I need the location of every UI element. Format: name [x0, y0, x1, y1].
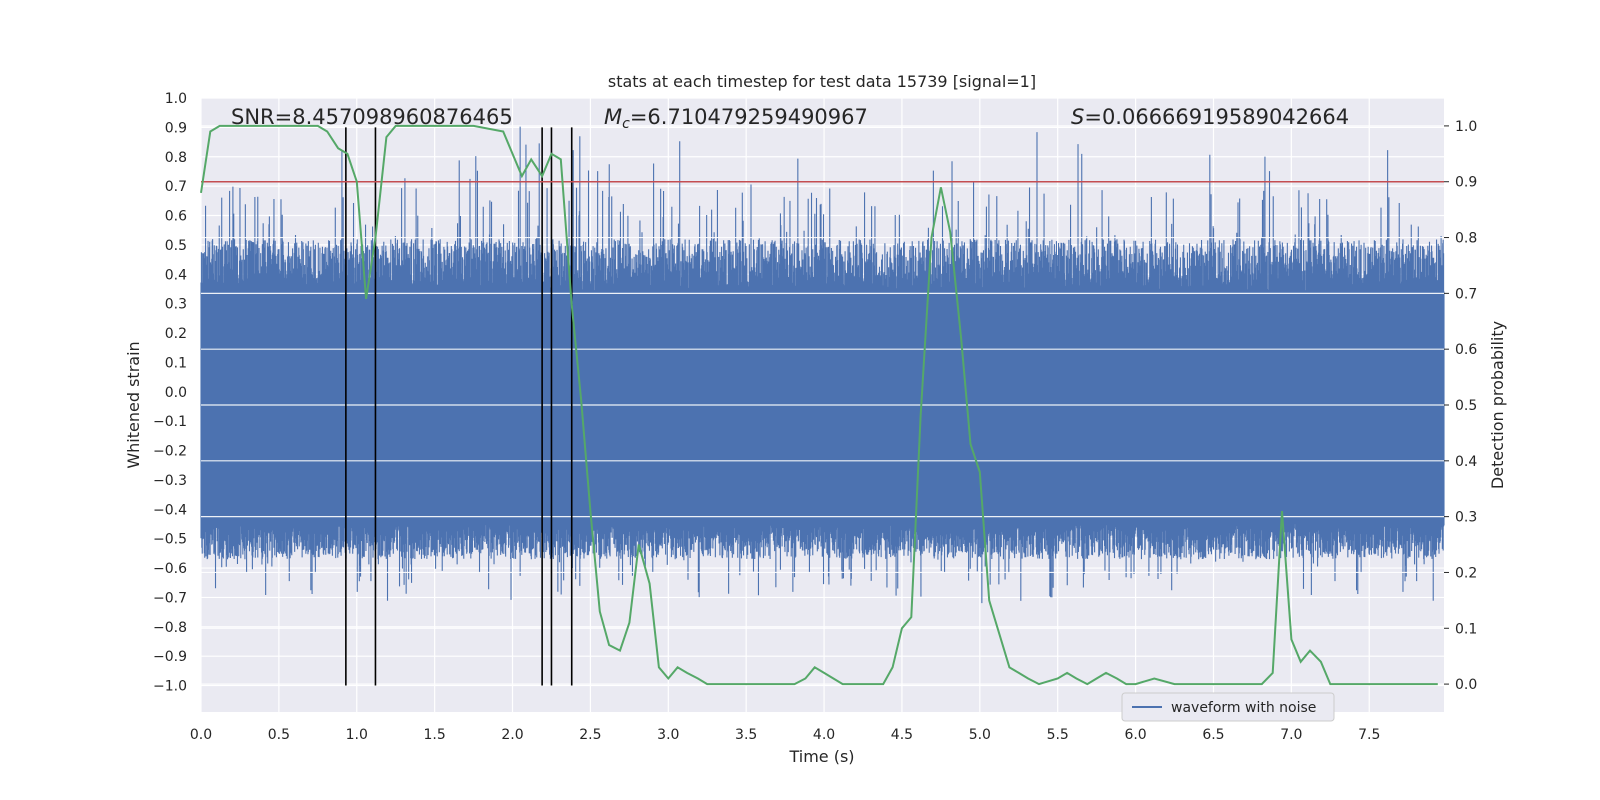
y-tick-label-left: −0.3: [153, 473, 187, 489]
y-tick-label-left: −0.2: [153, 444, 187, 460]
x-tick-label: 1.5: [424, 727, 446, 743]
y-tick-label-right: 0.4: [1455, 454, 1477, 470]
legend: waveform with noise: [1121, 692, 1335, 722]
legend-label: waveform with noise: [1171, 700, 1316, 716]
y-tick-label-left: 1.0: [165, 91, 187, 107]
y-tick-label-left: 0.2: [165, 326, 187, 342]
y-tick-label-left: −0.6: [153, 561, 187, 577]
y-tick-label-right: 0.7: [1455, 286, 1477, 302]
y-tick-label-right: 0.9: [1455, 175, 1477, 191]
y-tick-label-right: 0.2: [1455, 565, 1477, 581]
y-tick-label-right: 0.8: [1455, 231, 1477, 247]
y-tick-label-left: −0.7: [153, 590, 187, 606]
x-tick-label: 3.5: [735, 727, 757, 743]
x-tick-label: 4.0: [813, 727, 835, 743]
y-tick-label-left: 0.5: [165, 238, 187, 254]
s-statistic-annotation: S=0.06666919589042664: [1071, 105, 1349, 129]
x-tick-label: 1.0: [346, 727, 368, 743]
y-tick-label-left: 0.8: [165, 150, 187, 166]
y-axis-label-right: Detection probability: [1488, 321, 1507, 489]
y-tick-label-left: 0.3: [165, 297, 187, 313]
y-tick-label-left: 0.0: [165, 385, 187, 401]
y-tick-label-left: 0.6: [165, 209, 187, 225]
x-tick-label: 6.0: [1124, 727, 1146, 743]
x-tick-label: 7.5: [1358, 727, 1380, 743]
overlay: [200, 124, 1444, 686]
x-tick-label: 2.0: [501, 727, 523, 743]
y-tick-label-left: −0.1: [153, 414, 187, 430]
x-axis-label: Time (s): [788, 747, 854, 766]
y-tick-label-right: 0.5: [1455, 398, 1477, 414]
y-tick-label-left: −1.0: [153, 679, 187, 695]
x-tick-label: 2.5: [579, 727, 601, 743]
x-tick-label: 7.0: [1280, 727, 1302, 743]
y-tick-label-right: 1.0: [1455, 119, 1477, 135]
legend-box: [1121, 692, 1335, 722]
y-axis-label-left: Whitened strain: [124, 341, 143, 468]
x-tick-label: 0.0: [190, 727, 212, 743]
y-tick-label-right: 0.3: [1455, 510, 1477, 526]
x-tick-label: 0.5: [268, 727, 290, 743]
y-tick-label-right: 0.6: [1455, 342, 1477, 358]
y-tick-label-right: 0.1: [1455, 621, 1477, 637]
y-tick-label-left: 0.1: [165, 355, 187, 371]
chirp-mass-annotation: Mc=6.710479259490967: [604, 105, 868, 132]
y-tick-label-left: −0.9: [153, 649, 187, 665]
noise-core-band: [201, 291, 1444, 524]
ticks: 0.0 0.5 1.0 1.5 2.0 2.5 3.0 3.5 4.0 4.5 5.0 5.5 6.0 6…: [153, 91, 1477, 743]
detection-probability-line: [200, 124, 1438, 686]
snr-annotation: SNR=8.457098960876465: [231, 105, 513, 129]
x-tick-label: 5.5: [1047, 727, 1069, 743]
y-tick-label-left: −0.8: [153, 620, 187, 636]
y-tick-label-left: −0.5: [153, 532, 187, 548]
chart-title: stats at each timestep for test data 157…: [608, 72, 1036, 91]
x-tick-label: 3.0: [657, 727, 679, 743]
x-tick-label: 6.5: [1202, 727, 1224, 743]
y-tick-label-left: 0.9: [165, 120, 187, 136]
y-tick-label-right: 0.0: [1455, 677, 1477, 693]
y-tick-label-left: 0.4: [165, 267, 187, 283]
noise-waveform: [200, 125, 1445, 685]
y-tick-label-left: −0.4: [153, 502, 187, 518]
y-tick-label-left: 0.7: [165, 179, 187, 195]
x-tick-label: 4.5: [891, 727, 913, 743]
x-tick-label: 5.0: [969, 727, 991, 743]
